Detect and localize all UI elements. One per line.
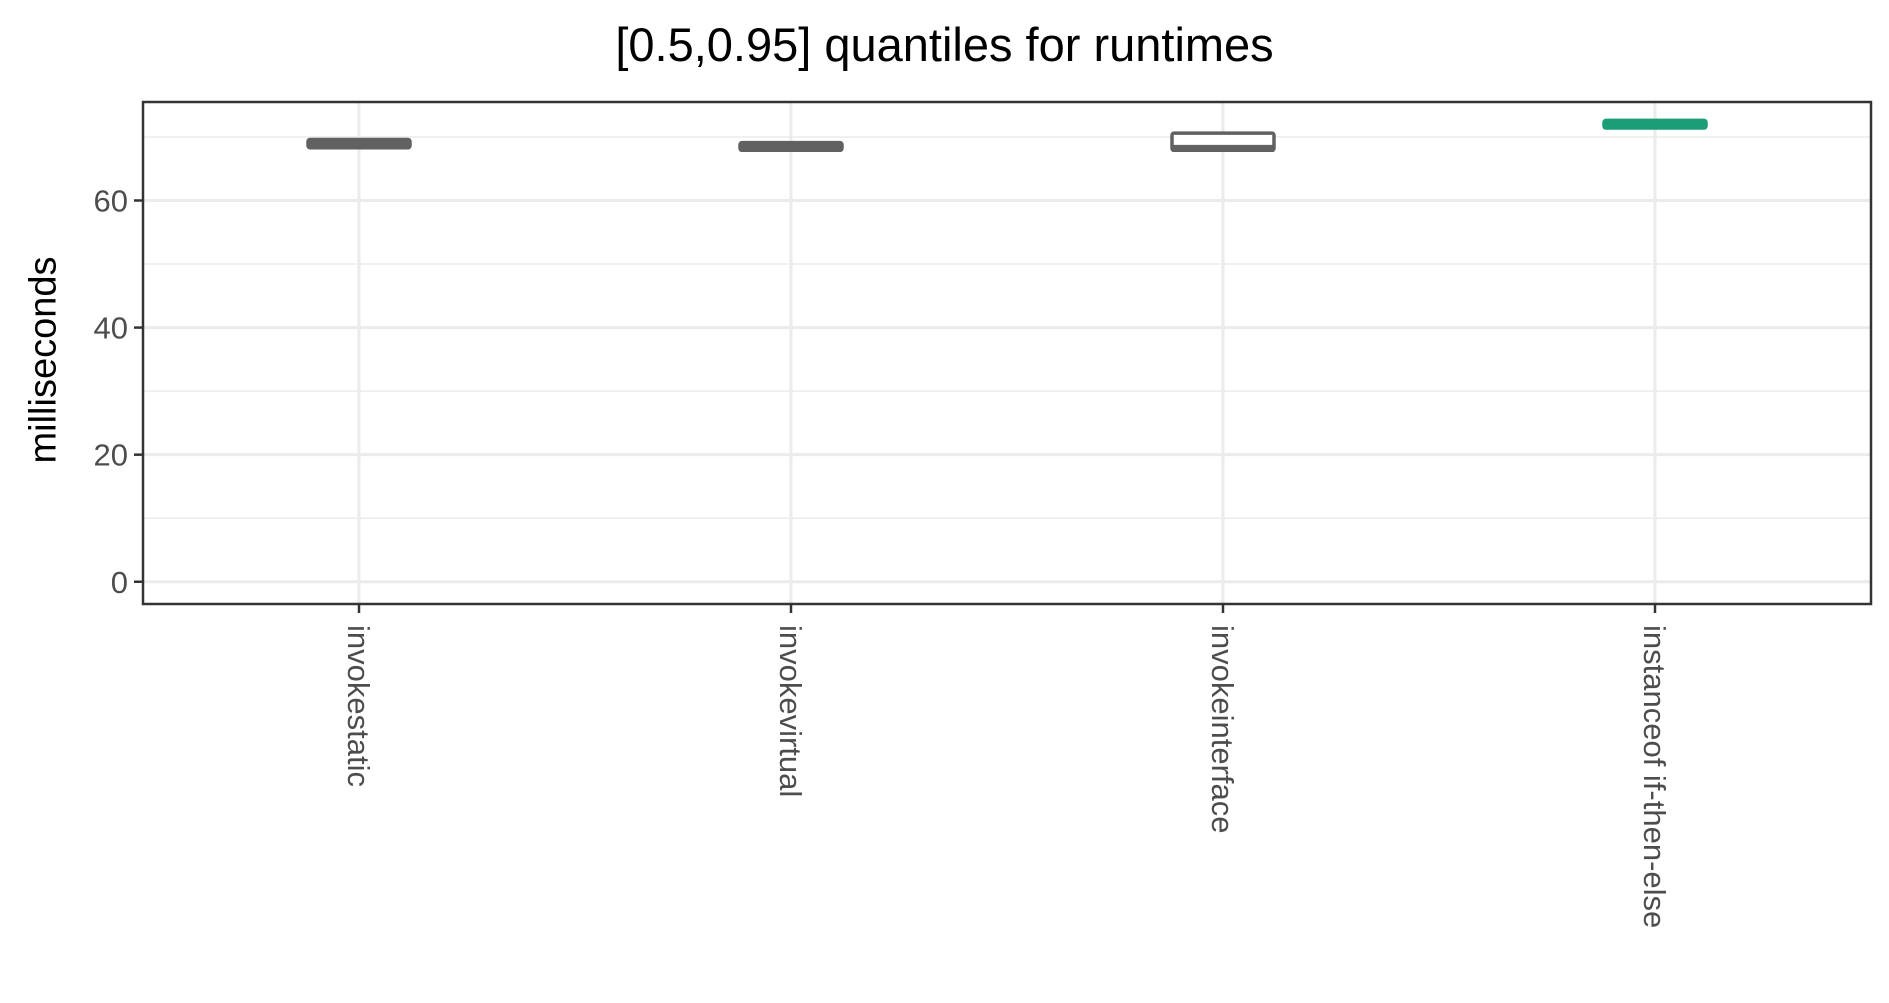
y-tick-label: 0	[111, 565, 128, 600]
y-tick-label: 20	[94, 438, 128, 473]
chart-title: [0.5,0.95] quantiles for runtimes	[615, 18, 1274, 71]
y-tick-label: 40	[94, 311, 128, 346]
y-tick-label: 60	[94, 183, 128, 218]
x-tick-label: invokevirtual	[773, 625, 808, 797]
x-tick-label: instanceof if-then-else	[1637, 625, 1672, 928]
x-tick-label: invokestatic	[341, 625, 376, 787]
x-tick-label: invokeinterface	[1205, 625, 1240, 834]
panel-border	[141, 100, 1873, 606]
